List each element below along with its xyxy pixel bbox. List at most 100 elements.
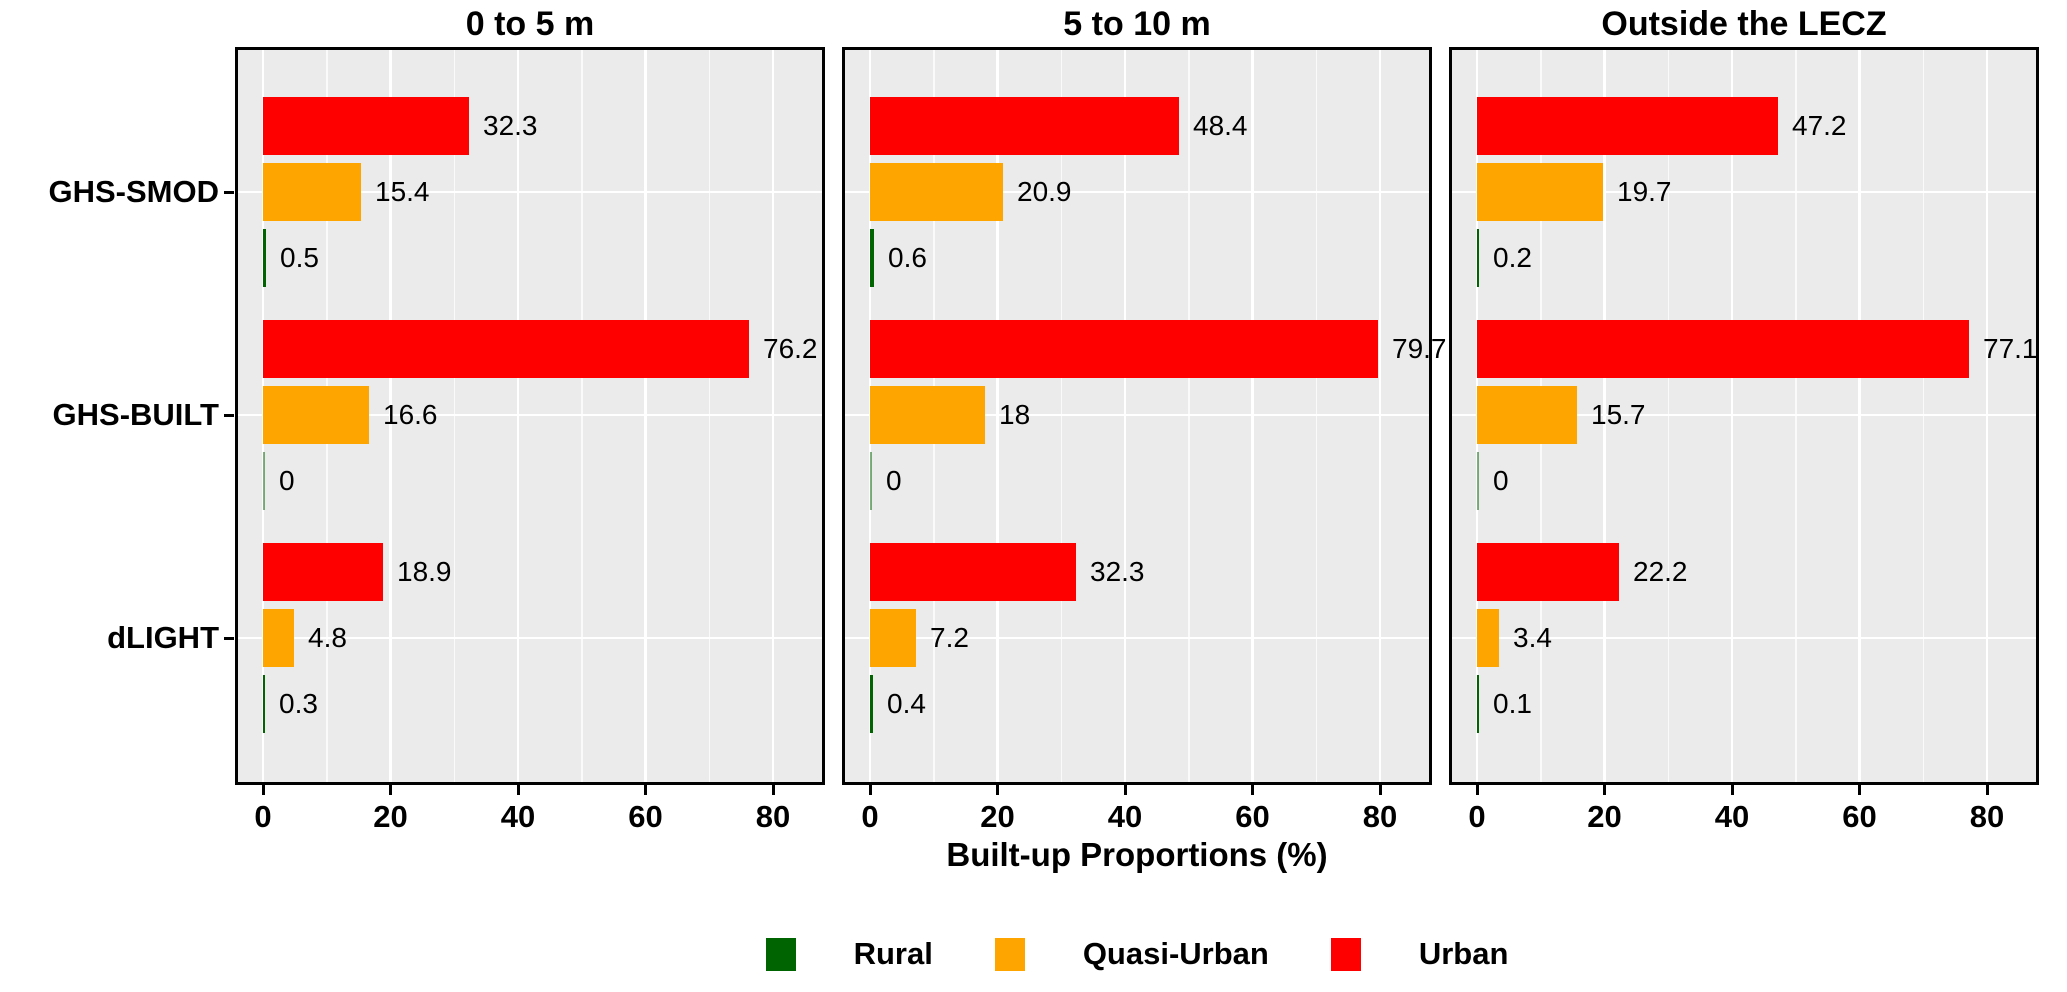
x-axis-tick bbox=[771, 785, 775, 795]
x-axis-tick bbox=[996, 785, 999, 795]
bar-rural-ghs-smod bbox=[870, 229, 874, 287]
bar-value-label: 0.2 bbox=[1493, 242, 1532, 273]
bar-rural-ghs-built bbox=[1477, 452, 1479, 510]
x-axis-tick bbox=[516, 785, 520, 795]
legend-label: Urban bbox=[1418, 936, 1509, 971]
x-axis-tick-label: 60 bbox=[1842, 799, 1877, 834]
bar-rural-dlight bbox=[263, 675, 265, 733]
x-axis-tick-label: 40 bbox=[500, 799, 536, 834]
gridline-major-horizontal bbox=[842, 636, 1432, 640]
bar-value-label: 48.4 bbox=[1193, 110, 1248, 141]
facet-title: 5 to 10 m bbox=[1063, 5, 1211, 43]
bar-urban-ghs-smod bbox=[263, 97, 469, 155]
bar-value-label: 0 bbox=[886, 465, 902, 496]
bar-urban-ghs-smod bbox=[870, 97, 1179, 155]
x-axis-tick bbox=[1123, 785, 1127, 795]
bar-value-label: 22.2 bbox=[1633, 556, 1688, 587]
bar-value-label: 76.2 bbox=[763, 333, 818, 364]
gridline-major-horizontal bbox=[1449, 636, 2039, 640]
x-axis-tick bbox=[644, 785, 647, 795]
gridline-major-horizontal bbox=[1449, 413, 2039, 417]
x-axis-tick bbox=[1985, 785, 1989, 795]
x-axis-tick-label: 40 bbox=[1714, 799, 1750, 834]
bar-value-label: 4.8 bbox=[308, 622, 347, 653]
bar-value-label: 0.5 bbox=[280, 242, 319, 273]
bar-value-label: 16.6 bbox=[383, 399, 438, 430]
x-axis-tick bbox=[1603, 785, 1606, 795]
legend-swatch-urban bbox=[1330, 937, 1361, 971]
legend: Rural Quasi-Urban Urban bbox=[235, 926, 2039, 982]
x-axis-tick bbox=[1251, 785, 1254, 795]
bar-value-label: 32.3 bbox=[483, 110, 538, 141]
bar-quasi-urban-ghs-smod bbox=[870, 163, 1003, 221]
gridline-major-horizontal bbox=[235, 636, 825, 640]
bar-quasi-urban-ghs-built bbox=[263, 386, 369, 444]
x-axis-tick bbox=[1378, 785, 1382, 795]
x-axis-tick bbox=[1858, 785, 1861, 795]
gridline-major-horizontal bbox=[235, 413, 825, 417]
bar-rural-dlight bbox=[1477, 675, 1479, 733]
x-axis-tick-label: 40 bbox=[1107, 799, 1143, 834]
legend-label: Quasi-Urban bbox=[1082, 936, 1269, 971]
bar-quasi-urban-dlight bbox=[870, 609, 916, 667]
bar-quasi-urban-ghs-smod bbox=[263, 163, 361, 221]
x-axis-tick-label: 20 bbox=[980, 799, 1015, 834]
y-axis-tick bbox=[224, 636, 234, 640]
bar-value-label: 47.2 bbox=[1792, 110, 1847, 141]
panel: 48.4 20.9 0.6 79.7 18 0 32.3 7.2 0.4 bbox=[842, 47, 1447, 785]
x-axis-tick-label: 60 bbox=[1235, 799, 1270, 834]
x-axis-tick-label: 20 bbox=[373, 799, 408, 834]
legend-item-quasi-urban: Quasi-Urban bbox=[994, 936, 1269, 972]
x-axis-tick-label: 0 bbox=[1468, 799, 1486, 834]
bar-urban-dlight bbox=[1477, 543, 1619, 601]
y-axis-label-dlight: dLIGHT bbox=[107, 620, 219, 655]
x-axis-title: Built-up Proportions (%) bbox=[946, 836, 1328, 873]
legend-swatch-quasi-urban bbox=[994, 937, 1025, 971]
bar-rural-ghs-smod bbox=[1477, 229, 1479, 287]
bar-quasi-urban-ghs-built bbox=[1477, 386, 1577, 444]
bar-urban-ghs-built bbox=[870, 320, 1378, 378]
bar-rural-dlight bbox=[870, 675, 873, 733]
legend-item-urban: Urban bbox=[1330, 936, 1509, 972]
x-axis-tick-label: 0 bbox=[861, 799, 879, 834]
bar-value-label: 0.4 bbox=[887, 688, 926, 719]
legend-item-rural: Rural bbox=[765, 936, 933, 972]
bar-value-label: 15.7 bbox=[1591, 399, 1646, 430]
bar-rural-ghs-built bbox=[263, 452, 265, 510]
bar-value-label: 0.3 bbox=[279, 688, 318, 719]
facet-title: 0 to 5 m bbox=[465, 5, 595, 43]
bar-value-label: 0 bbox=[1493, 465, 1509, 496]
legend-label: Rural bbox=[853, 936, 933, 971]
gridline-major-horizontal bbox=[842, 190, 1432, 194]
x-axis-tick bbox=[389, 785, 392, 795]
gridline-major-horizontal bbox=[1449, 190, 2039, 194]
x-axis-tick-label: 0 bbox=[254, 799, 272, 834]
y-axis-label-ghs-built: GHS-BUILT bbox=[52, 397, 219, 432]
x-axis-tick bbox=[868, 785, 872, 795]
bar-value-label: 18 bbox=[999, 399, 1031, 430]
y-axis-tick bbox=[224, 190, 234, 194]
bar-value-label: 79.7 bbox=[1392, 333, 1447, 364]
legend-swatch-rural bbox=[765, 937, 796, 971]
x-axis-tick bbox=[261, 785, 265, 795]
y-axis-label-ghs-smod: GHS-SMOD bbox=[48, 174, 220, 209]
bar-value-label: 0 bbox=[279, 465, 295, 496]
bar-quasi-urban-ghs-smod bbox=[1477, 163, 1603, 221]
bar-urban-dlight bbox=[870, 543, 1076, 601]
bar-value-label: 3.4 bbox=[1513, 622, 1552, 653]
bar-quasi-urban-dlight bbox=[1477, 609, 1499, 667]
bar-value-label: 0.6 bbox=[888, 242, 927, 273]
bar-urban-ghs-built bbox=[1477, 320, 1969, 378]
bar-urban-ghs-built bbox=[263, 320, 749, 378]
bar-rural-ghs-built bbox=[870, 452, 872, 510]
bar-rural-ghs-smod bbox=[263, 229, 266, 287]
facet-title: Outside the LECZ bbox=[1601, 5, 1887, 43]
bar-value-label: 77.1 bbox=[1983, 333, 2038, 364]
y-axis-tick bbox=[224, 413, 234, 417]
x-axis-tick-label: 80 bbox=[1362, 799, 1398, 834]
x-axis-tick-label: 80 bbox=[755, 799, 791, 834]
bar-value-label: 32.3 bbox=[1090, 556, 1145, 587]
x-axis-tick bbox=[1730, 785, 1734, 795]
bar-urban-dlight bbox=[263, 543, 383, 601]
panel: 47.2 19.7 0.2 77.1 15.7 0 22.2 3.4 0.1 bbox=[1449, 47, 2039, 785]
